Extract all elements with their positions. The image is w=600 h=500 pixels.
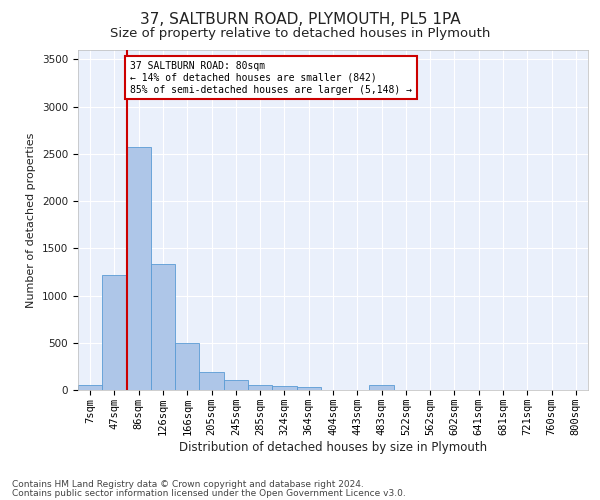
Text: Contains public sector information licensed under the Open Government Licence v3: Contains public sector information licen… xyxy=(12,488,406,498)
Text: 37, SALTBURN ROAD, PLYMOUTH, PL5 1PA: 37, SALTBURN ROAD, PLYMOUTH, PL5 1PA xyxy=(140,12,460,28)
Y-axis label: Number of detached properties: Number of detached properties xyxy=(26,132,37,308)
Text: Contains HM Land Registry data © Crown copyright and database right 2024.: Contains HM Land Registry data © Crown c… xyxy=(12,480,364,489)
X-axis label: Distribution of detached houses by size in Plymouth: Distribution of detached houses by size … xyxy=(179,440,487,454)
Bar xyxy=(78,386,102,390)
Bar xyxy=(102,275,127,390)
Bar xyxy=(248,386,272,390)
Bar xyxy=(199,372,224,390)
Bar xyxy=(127,148,151,390)
Text: Size of property relative to detached houses in Plymouth: Size of property relative to detached ho… xyxy=(110,28,490,40)
Bar xyxy=(224,380,248,390)
Bar xyxy=(175,343,199,390)
Bar xyxy=(151,264,175,390)
Bar xyxy=(370,386,394,390)
Text: 37 SALTBURN ROAD: 80sqm
← 14% of detached houses are smaller (842)
85% of semi-d: 37 SALTBURN ROAD: 80sqm ← 14% of detache… xyxy=(130,62,412,94)
Bar xyxy=(296,387,321,390)
Bar xyxy=(272,386,296,390)
